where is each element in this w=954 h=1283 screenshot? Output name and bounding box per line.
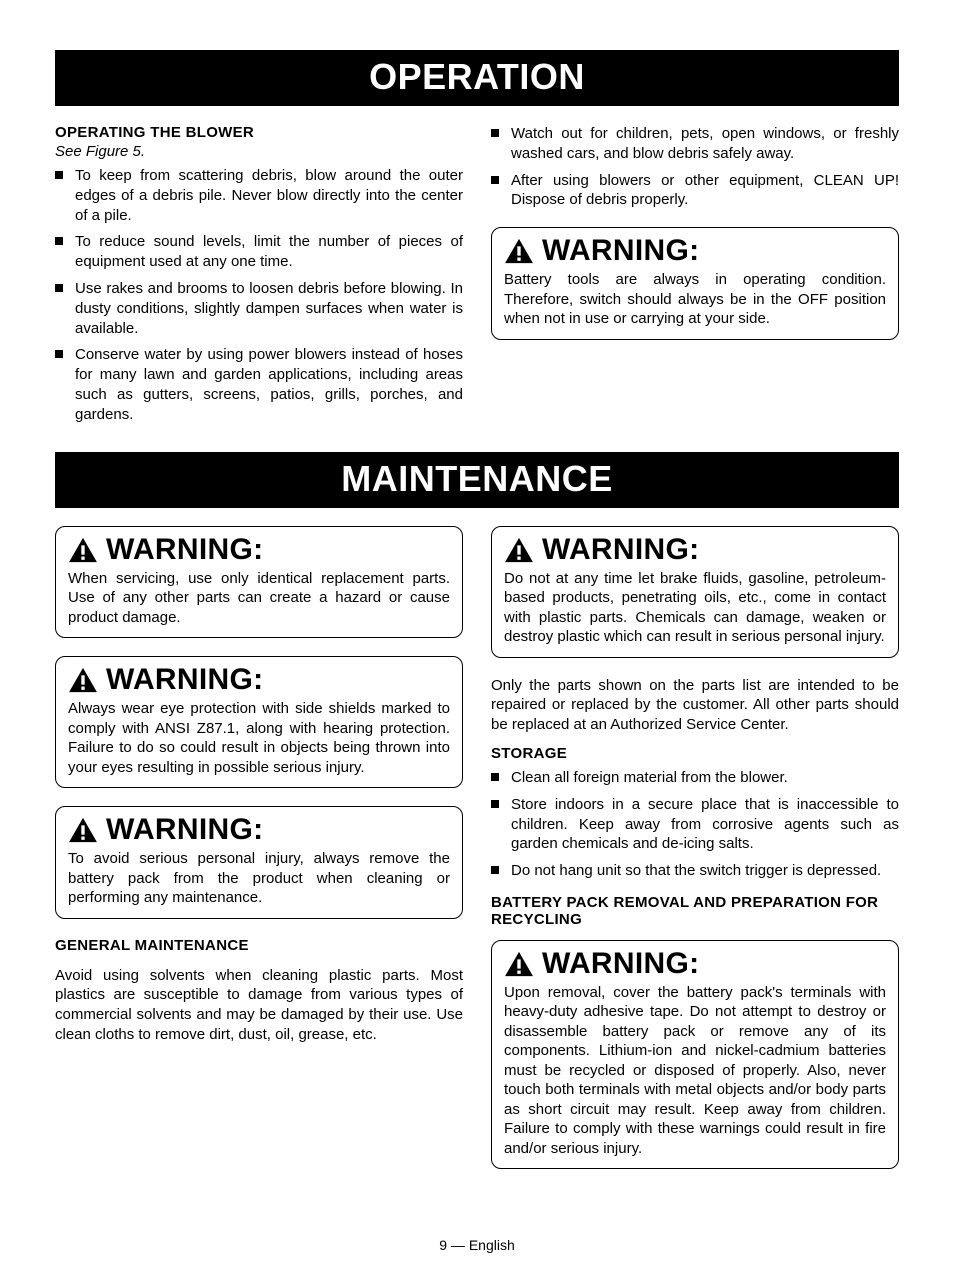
operation-columns: OPERATING THE BLOWER See Figure 5. To ke… — [55, 124, 899, 432]
warning-title: WARNING: — [68, 813, 450, 847]
storage-heading: STORAGE — [491, 745, 899, 762]
general-maintenance-heading: GENERAL MAINTENANCE — [55, 937, 463, 954]
list-item: After using blowers or other equipment, … — [491, 171, 899, 211]
warning-text: Battery tools are always in operating co… — [504, 270, 886, 329]
warning-box: WARNING: Do not at any time let brake fl… — [491, 526, 899, 658]
warning-box: WARNING: When servicing, use only identi… — [55, 526, 463, 639]
maintenance-columns: WARNING: When servicing, use only identi… — [55, 526, 899, 1188]
warning-text: Always wear eye protection with side shi… — [68, 699, 450, 777]
warning-icon — [68, 667, 98, 693]
operating-bullets-right: Watch out for children, pets, open windo… — [491, 124, 899, 210]
list-item: Store indoors in a secure place that is … — [491, 795, 899, 854]
warning-text: To avoid serious personal injury, always… — [68, 849, 450, 908]
warning-title: WARNING: — [504, 533, 886, 567]
warning-icon — [504, 238, 534, 264]
section-banner-operation: OPERATION — [55, 50, 899, 106]
warning-title: WARNING: — [504, 947, 886, 981]
figure-reference: See Figure 5. — [55, 143, 463, 160]
warning-box: WARNING: Upon removal, cover the battery… — [491, 940, 899, 1170]
page-footer: 9 — English — [55, 1237, 899, 1253]
warning-text: When servicing, use only identical repla… — [68, 569, 450, 628]
warning-title: WARNING: — [504, 234, 886, 268]
storage-bullets: Clean all foreign material from the blow… — [491, 768, 899, 881]
warning-box: WARNING: Battery tools are always in ope… — [491, 227, 899, 340]
maintenance-right-col: WARNING: Do not at any time let brake fl… — [491, 526, 899, 1188]
operation-right-col: Watch out for children, pets, open windo… — [491, 124, 899, 432]
warning-title: WARNING: — [68, 663, 450, 697]
warning-box: WARNING: Always wear eye protection with… — [55, 656, 463, 788]
operating-blower-heading: OPERATING THE BLOWER — [55, 124, 463, 141]
warning-icon — [504, 537, 534, 563]
warning-label: WARNING: — [106, 813, 263, 847]
battery-removal-heading: BATTERY PACK REMOVAL AND PREPARATION FOR… — [491, 894, 899, 928]
list-item: To keep from scattering debris, blow aro… — [55, 166, 463, 225]
maintenance-left-col: WARNING: When servicing, use only identi… — [55, 526, 463, 1188]
warning-label: WARNING: — [106, 533, 263, 567]
warning-title: WARNING: — [68, 533, 450, 567]
list-item: Use rakes and brooms to loosen debris be… — [55, 279, 463, 338]
warning-label: WARNING: — [542, 234, 699, 268]
warning-icon — [68, 537, 98, 563]
operating-bullets: To keep from scattering debris, blow aro… — [55, 166, 463, 425]
list-item: To reduce sound levels, limit the number… — [55, 232, 463, 272]
warning-icon — [68, 817, 98, 843]
warning-label: WARNING: — [106, 663, 263, 697]
parts-list-para: Only the parts shown on the parts list a… — [491, 676, 899, 735]
warning-text: Upon removal, cover the battery pack's t… — [504, 983, 886, 1159]
warning-icon — [504, 951, 534, 977]
general-maintenance-para: Avoid using solvents when cleaning plast… — [55, 966, 463, 1045]
section-banner-maintenance: MAINTENANCE — [55, 452, 899, 508]
warning-text: Do not at any time let brake fluids, gas… — [504, 569, 886, 647]
warning-label: WARNING: — [542, 947, 699, 981]
operation-left-col: OPERATING THE BLOWER See Figure 5. To ke… — [55, 124, 463, 432]
warning-label: WARNING: — [542, 533, 699, 567]
list-item: Conserve water by using power blowers in… — [55, 345, 463, 424]
list-item: Watch out for children, pets, open windo… — [491, 124, 899, 164]
list-item: Do not hang unit so that the switch trig… — [491, 861, 899, 881]
list-item: Clean all foreign material from the blow… — [491, 768, 899, 788]
warning-box: WARNING: To avoid serious personal injur… — [55, 806, 463, 919]
